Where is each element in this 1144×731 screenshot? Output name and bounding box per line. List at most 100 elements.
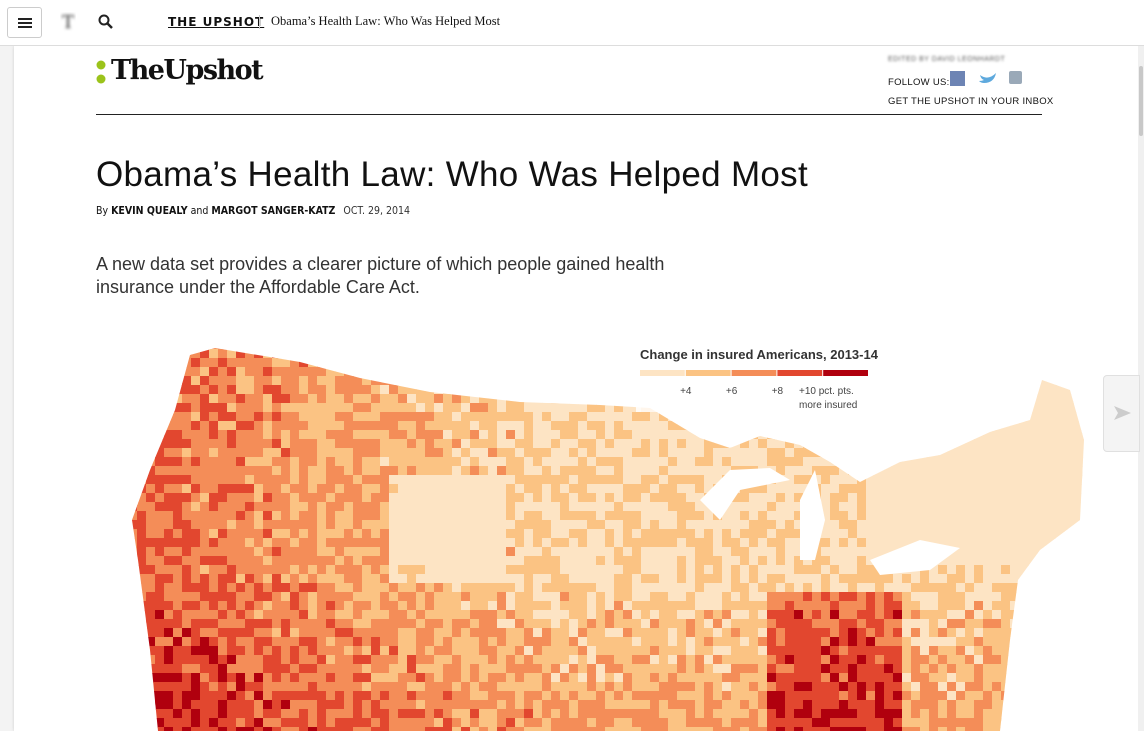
county xyxy=(227,601,237,611)
county xyxy=(803,457,813,467)
county xyxy=(668,592,678,602)
county xyxy=(767,511,777,521)
county xyxy=(488,718,498,728)
county xyxy=(290,394,300,404)
county xyxy=(776,610,786,620)
county xyxy=(443,448,453,458)
county xyxy=(254,664,264,674)
county xyxy=(578,484,588,494)
county xyxy=(524,673,534,683)
county xyxy=(812,700,822,710)
scrollbar[interactable] xyxy=(1138,46,1144,731)
county xyxy=(641,655,651,665)
county xyxy=(884,592,894,602)
county xyxy=(875,403,885,413)
twitter-icon[interactable] xyxy=(979,73,996,83)
county xyxy=(182,466,192,476)
county xyxy=(605,601,615,611)
county xyxy=(1046,601,1056,611)
county xyxy=(326,412,336,422)
county xyxy=(335,448,345,458)
county xyxy=(371,502,381,512)
county xyxy=(533,556,543,566)
county xyxy=(677,493,687,503)
county xyxy=(362,637,372,647)
county xyxy=(749,583,759,593)
county xyxy=(155,691,165,701)
county xyxy=(884,448,894,458)
county xyxy=(1028,529,1038,539)
county xyxy=(209,664,219,674)
facebook-icon[interactable] xyxy=(950,71,965,86)
county xyxy=(623,700,633,710)
county xyxy=(326,664,336,674)
county xyxy=(209,412,219,422)
county xyxy=(641,646,651,656)
county xyxy=(443,412,453,422)
section-link[interactable]: THE UPSHOT xyxy=(168,15,265,29)
county xyxy=(209,348,219,350)
county xyxy=(920,493,930,503)
county xyxy=(245,421,255,431)
county xyxy=(452,619,462,629)
county xyxy=(839,601,849,611)
county xyxy=(272,394,282,404)
county xyxy=(155,484,165,494)
county xyxy=(425,403,435,413)
county xyxy=(209,466,219,476)
county xyxy=(209,655,219,665)
search-icon[interactable] xyxy=(98,14,114,30)
county xyxy=(344,376,354,386)
county xyxy=(515,403,525,413)
county xyxy=(299,556,309,566)
menu-button[interactable] xyxy=(7,7,42,38)
county xyxy=(371,682,381,692)
logo[interactable]: TheUpshot xyxy=(111,55,264,86)
county xyxy=(650,646,660,656)
county xyxy=(470,439,480,449)
county xyxy=(713,475,723,485)
county xyxy=(272,619,282,629)
next-button[interactable] xyxy=(1103,375,1140,452)
county xyxy=(164,538,174,548)
rss-icon[interactable] xyxy=(1009,71,1022,84)
county xyxy=(830,628,840,638)
county xyxy=(524,565,534,575)
county xyxy=(920,430,930,440)
county xyxy=(137,727,147,731)
county xyxy=(371,610,381,620)
nyt-logo[interactable]: T xyxy=(60,12,76,32)
county xyxy=(308,439,318,449)
county xyxy=(254,520,264,530)
county xyxy=(938,601,948,611)
county xyxy=(1010,655,1020,665)
county xyxy=(1046,403,1056,413)
county xyxy=(722,709,732,719)
county xyxy=(794,601,804,611)
county xyxy=(209,448,219,458)
county xyxy=(371,430,381,440)
county xyxy=(263,655,273,665)
county xyxy=(533,348,543,350)
county xyxy=(983,610,993,620)
county xyxy=(560,439,570,449)
county xyxy=(902,430,912,440)
county xyxy=(875,655,885,665)
author[interactable]: MARGOT SANGER-KATZ xyxy=(211,205,336,217)
county xyxy=(263,682,273,692)
author[interactable]: KEVIN QUEALY xyxy=(111,205,188,217)
county xyxy=(272,421,282,431)
county xyxy=(380,565,390,575)
county xyxy=(470,376,480,386)
county xyxy=(380,448,390,458)
county xyxy=(407,646,417,656)
newsletter-link[interactable]: GET THE UPSHOT IN YOUR INBOX xyxy=(888,96,1054,107)
county xyxy=(569,637,579,647)
county xyxy=(686,466,696,476)
county xyxy=(461,502,471,512)
county xyxy=(362,520,372,530)
county xyxy=(947,610,957,620)
county xyxy=(839,637,849,647)
county xyxy=(866,664,876,674)
county xyxy=(1037,421,1047,431)
